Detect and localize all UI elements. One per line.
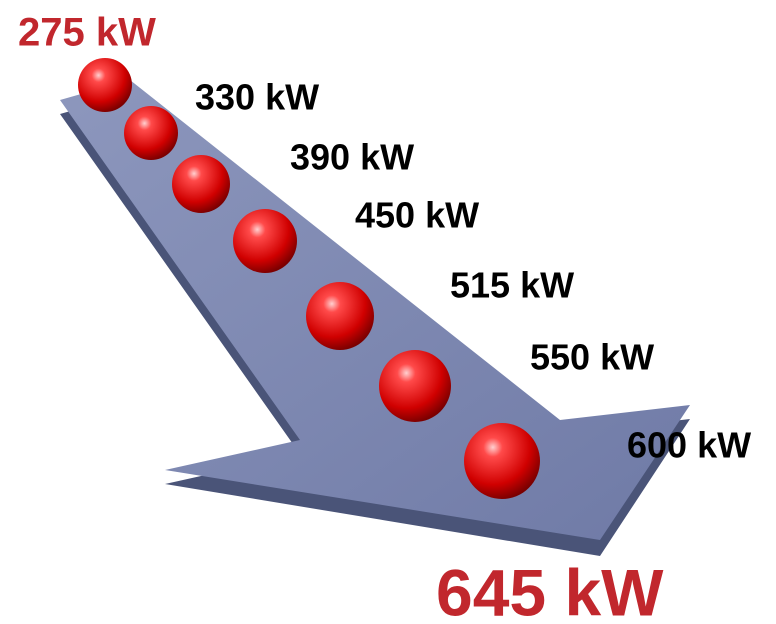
ball [233, 209, 297, 273]
ball [464, 423, 540, 499]
step-label: 550 kW [530, 337, 654, 378]
balls [78, 58, 540, 499]
step-label: 600 kW [627, 425, 751, 466]
ball [78, 58, 132, 112]
ball [124, 106, 178, 160]
total-label: 645 kW [436, 555, 664, 624]
step-label: 330 kW [195, 77, 319, 118]
step-label: 275 kW [18, 11, 156, 55]
ball [172, 155, 230, 213]
step-label: 390 kW [290, 137, 414, 178]
step-label: 450 kW [355, 195, 479, 236]
ball [379, 350, 451, 422]
ball [306, 282, 374, 350]
step-label: 515 kW [450, 265, 574, 306]
